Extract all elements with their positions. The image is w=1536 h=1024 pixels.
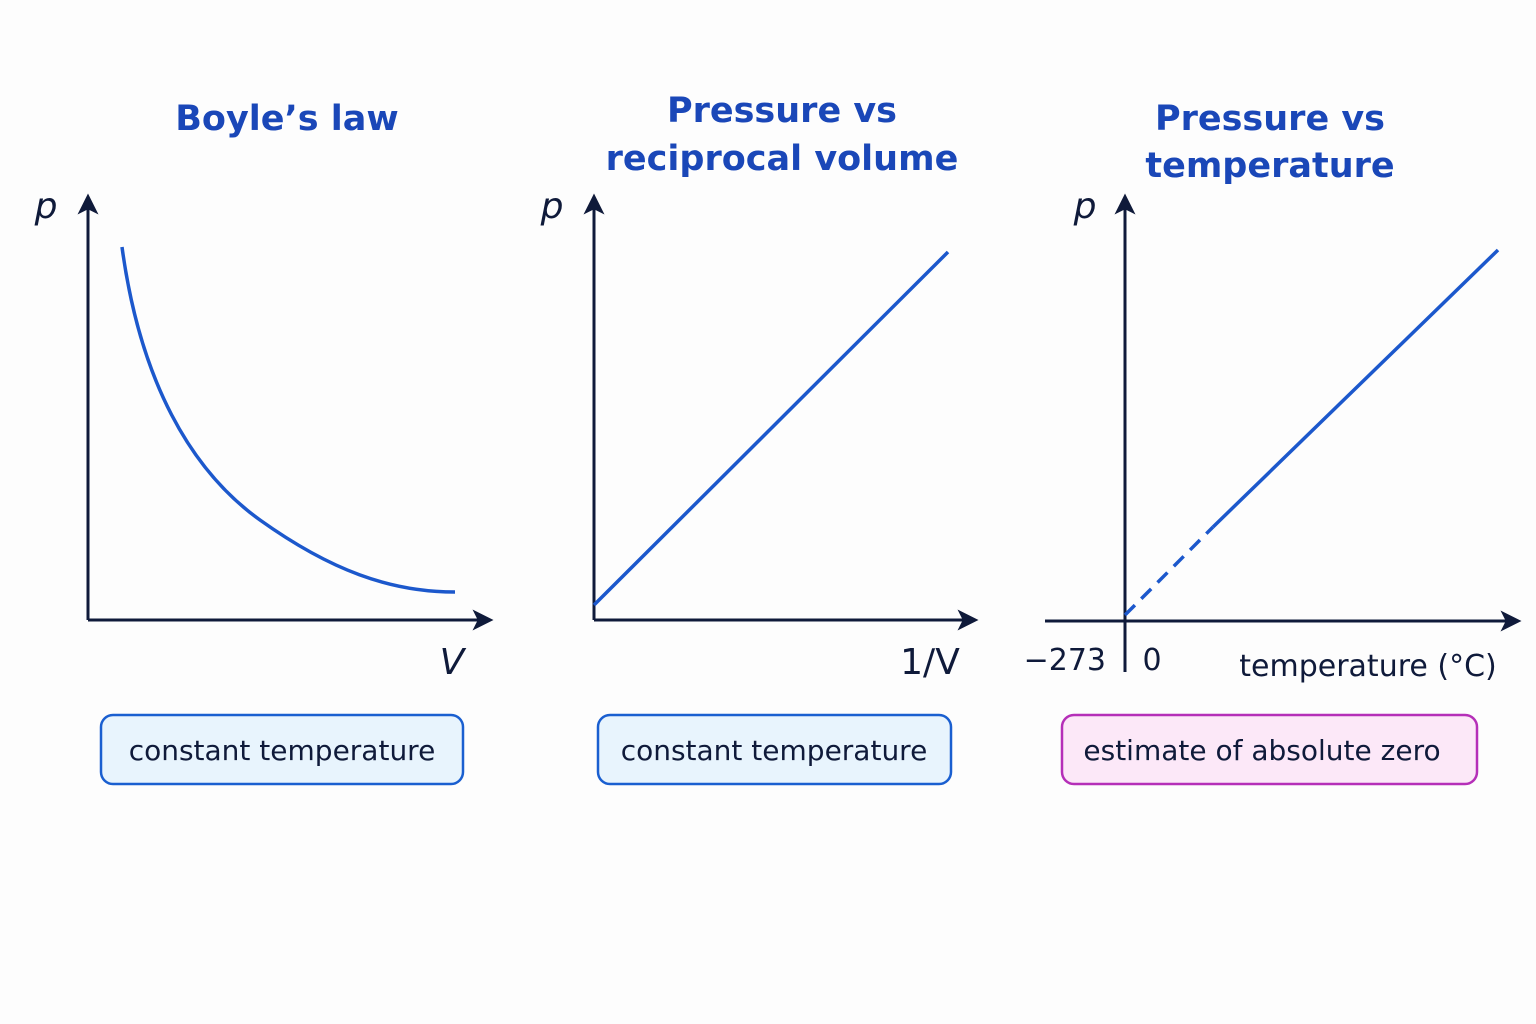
panel-title: Pressure vs <box>667 91 897 131</box>
y-label: p <box>540 186 564 227</box>
panel-title: Pressure vs <box>1155 99 1385 139</box>
x-label: 1/V <box>900 642 960 683</box>
line <box>592 250 950 607</box>
panel-title: temperature <box>1145 146 1394 186</box>
panel-boyle: Boyle’s law p V constant temperature <box>34 99 494 786</box>
note-box <box>596 713 953 786</box>
y-label: p <box>1073 186 1097 227</box>
x-tick-label: −273 <box>1024 643 1106 678</box>
x-tick-label: 0 <box>1142 643 1161 678</box>
panel-reciprocal: Pressure vs reciprocal volume p 1/V cons… <box>540 91 979 786</box>
line <box>1211 248 1500 529</box>
extrapolation <box>1123 525 1215 617</box>
note-box <box>99 713 465 786</box>
note-box <box>1060 713 1479 786</box>
x-label: V <box>440 642 467 683</box>
panel-temperature: Pressure vs temperature p −273 0 tempera… <box>1024 99 1522 786</box>
note: estimate of absolute zero <box>1083 734 1440 767</box>
panel-title: Boyle’s law <box>175 99 399 139</box>
note: constant temperature <box>129 734 436 767</box>
panel-title: reciprocal volume <box>606 139 959 179</box>
y-label: p <box>34 186 58 227</box>
note: constant temperature <box>621 734 928 767</box>
x-label: temperature (°C) <box>1239 649 1496 684</box>
curve <box>120 246 456 594</box>
